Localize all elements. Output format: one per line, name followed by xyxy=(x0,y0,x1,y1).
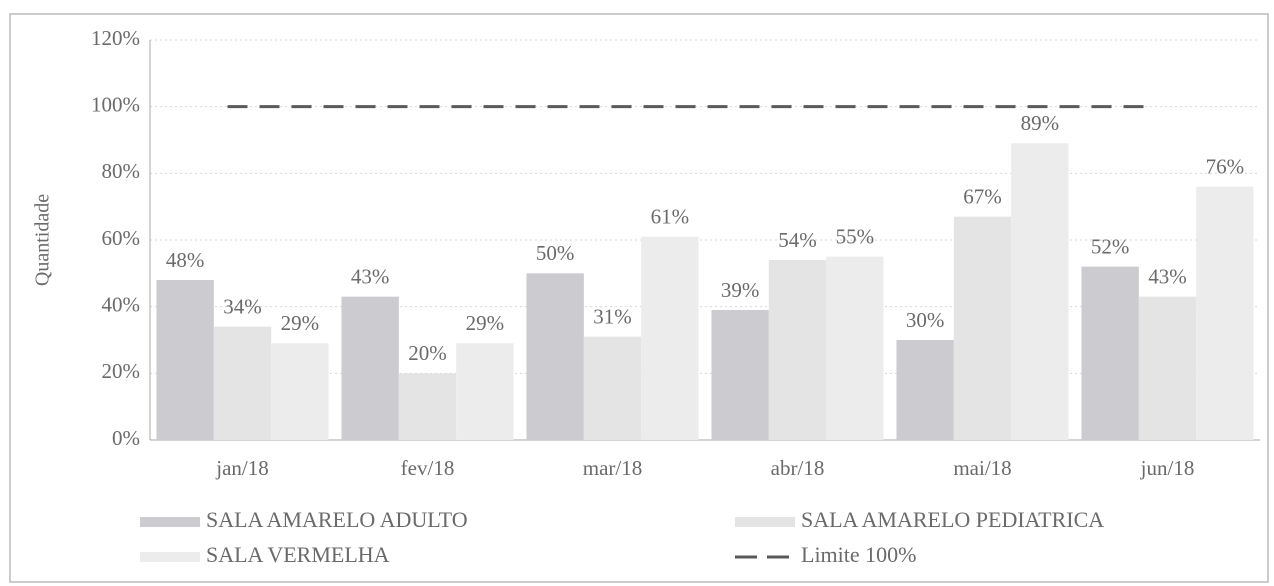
legend-swatch xyxy=(140,517,200,527)
value-label: 52% xyxy=(1091,234,1130,258)
legend-label: SALA AMARELO PEDIATRICA xyxy=(801,507,1104,532)
bar xyxy=(1196,186,1254,440)
bar xyxy=(641,236,699,440)
bar xyxy=(398,373,457,440)
y-tick-label: 120% xyxy=(91,26,140,50)
y-axis-label: Quantidade xyxy=(32,194,54,286)
y-tick-label: 40% xyxy=(102,292,141,316)
legend-swatch xyxy=(735,517,795,527)
bar xyxy=(526,273,584,440)
bar xyxy=(213,326,272,440)
value-label: 20% xyxy=(408,341,447,365)
value-label: 61% xyxy=(651,204,690,228)
legend-label: Limite 100% xyxy=(801,542,916,567)
y-tick-label: 20% xyxy=(102,359,141,383)
bar xyxy=(341,296,399,440)
x-tick-label: fev/18 xyxy=(401,456,455,480)
value-label: 89% xyxy=(1021,111,1060,135)
bar xyxy=(1138,296,1197,440)
value-label: 43% xyxy=(351,264,390,288)
y-tick-label: 60% xyxy=(102,226,141,250)
value-label: 54% xyxy=(778,228,817,252)
value-label: 55% xyxy=(836,224,875,248)
bar xyxy=(456,343,514,440)
value-label: 39% xyxy=(721,278,760,302)
value-label: 30% xyxy=(906,308,945,332)
value-label: 43% xyxy=(1148,264,1187,288)
chart-border xyxy=(9,13,1269,583)
value-label: 29% xyxy=(466,311,505,335)
x-tick-label: jun/18 xyxy=(1140,456,1195,480)
y-tick-label: 100% xyxy=(91,92,140,116)
bar xyxy=(1011,143,1069,441)
y-tick-label: 80% xyxy=(102,159,141,183)
bar xyxy=(583,336,642,440)
legend-label: SALA VERMELHA xyxy=(206,542,390,567)
bar xyxy=(711,310,769,440)
bar xyxy=(896,340,954,440)
bar xyxy=(1081,266,1139,440)
bar xyxy=(156,280,214,440)
bar xyxy=(768,260,827,440)
value-label: 31% xyxy=(593,304,632,328)
legend-swatch xyxy=(140,552,200,562)
bar xyxy=(826,256,884,440)
x-tick-label: mai/18 xyxy=(953,456,1011,480)
value-label: 76% xyxy=(1206,154,1245,178)
value-label: 29% xyxy=(281,311,320,335)
value-label: 67% xyxy=(963,184,1002,208)
value-label: 34% xyxy=(223,294,262,318)
value-label: 50% xyxy=(536,241,575,265)
legend-label: SALA AMARELO ADULTO xyxy=(206,507,468,532)
x-tick-label: mar/18 xyxy=(583,456,642,480)
value-label: 48% xyxy=(166,248,205,272)
y-tick-label: 0% xyxy=(112,426,140,450)
x-tick-label: abr/18 xyxy=(771,456,825,480)
bar xyxy=(271,343,329,440)
bar xyxy=(953,216,1012,440)
x-tick-label: jan/18 xyxy=(215,456,269,480)
